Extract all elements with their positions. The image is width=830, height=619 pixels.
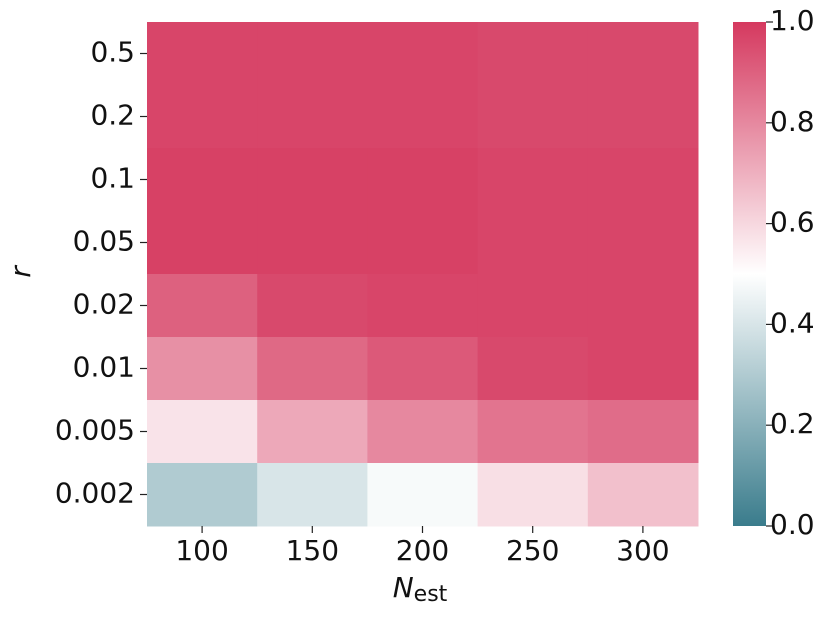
heat-cell [477, 148, 589, 212]
heat-cell [257, 463, 368, 527]
heat-cell [257, 337, 368, 401]
colorbar [733, 22, 766, 526]
heat-cell [147, 400, 258, 464]
heat-cell [477, 274, 589, 338]
x-tick-label: 300 [616, 534, 669, 567]
colorbar-tick-label: 0.2 [770, 407, 815, 440]
y-axis-label: r [4, 265, 37, 278]
heat-cell [257, 85, 368, 149]
y-tick-label: 0.05 [73, 225, 135, 258]
heat-cell [367, 463, 479, 527]
x-label-subscript: est [414, 582, 448, 607]
y-tick-label: 0.2 [90, 99, 135, 132]
heat-cell [147, 22, 258, 86]
y-tick-label: 0.1 [90, 162, 135, 195]
heat-cell [587, 337, 699, 401]
y-tick-label: 0.5 [90, 36, 135, 69]
x-tick-label: 200 [396, 534, 449, 567]
y-tick-label: 0.002 [55, 477, 135, 510]
heat-cell [257, 274, 368, 338]
x-tick-label: 150 [286, 534, 339, 567]
heat-cell [477, 400, 589, 464]
x-tick-label: 250 [506, 534, 559, 567]
heat-cell [367, 85, 479, 149]
heat-cell [147, 85, 258, 149]
heat-cell [147, 337, 258, 401]
heat-cell [477, 22, 589, 86]
heat-cell [367, 400, 479, 464]
heat-cell [367, 337, 479, 401]
heat-cell [257, 148, 368, 212]
heat-cell [477, 85, 589, 149]
heat-cell [147, 463, 258, 527]
heat-cell [477, 463, 589, 527]
x-label-main: N [393, 571, 414, 604]
colorbar-tick-label: 0.8 [770, 105, 815, 138]
heat-cell [147, 274, 258, 338]
y-tick-label: 0.01 [73, 351, 135, 384]
heat-cell [587, 274, 699, 338]
colorbar-tick-label: 1.0 [770, 4, 815, 37]
x-axis-label: Nest [393, 571, 448, 607]
heat-cell [147, 148, 258, 212]
heat-cell [367, 22, 479, 86]
heat-cell [587, 211, 699, 275]
heat-cell [367, 211, 479, 275]
heat-cell [367, 148, 479, 212]
y-tick-label: 0.005 [55, 414, 135, 447]
heat-cell [587, 85, 699, 149]
heat-cell [587, 463, 699, 527]
colorbar-tick-label: 0.6 [770, 206, 815, 239]
heat-cell [257, 211, 368, 275]
colorbar-tick-label: 0.4 [770, 306, 815, 339]
colorbar-tick-label: 0.0 [770, 508, 815, 541]
heat-cell [587, 400, 699, 464]
heat-cell [587, 148, 699, 212]
y-tick-label: 0.02 [73, 288, 135, 321]
heat-cell [147, 211, 258, 275]
heat-cell [257, 22, 368, 86]
x-tick-label: 100 [175, 534, 228, 567]
heat-cell [257, 400, 368, 464]
heat-cell [477, 337, 589, 401]
heat-cell [587, 22, 699, 86]
heat-cell [367, 274, 479, 338]
heat-cell [477, 211, 589, 275]
